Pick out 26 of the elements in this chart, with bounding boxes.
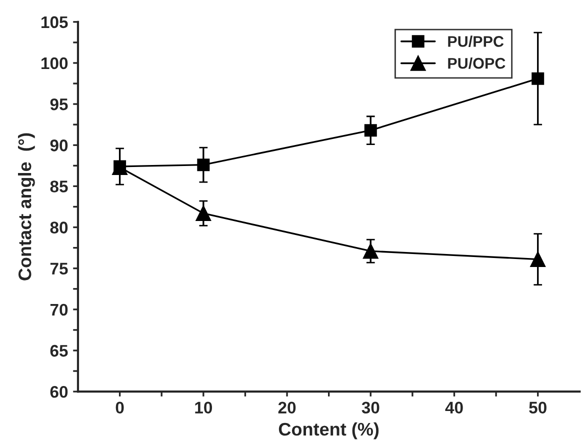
x-tick-label: 10: [195, 402, 212, 414]
y-tick-label: 75: [50, 262, 68, 275]
x-tick-label: 30: [362, 402, 380, 414]
y-tick-label: 90: [50, 140, 68, 152]
y-tick-label: 95: [50, 98, 68, 110]
x-tick-label: 40: [445, 402, 463, 414]
x-tick-label: 20: [278, 402, 296, 414]
y-tick-label: 60: [50, 386, 68, 398]
y-axis-title: Contact angle (°): [18, 133, 35, 280]
y-tick-label: 80: [50, 222, 68, 234]
y-tick-label: 100: [42, 57, 68, 70]
y-tick-label: 70: [50, 304, 68, 316]
point: [196, 206, 212, 221]
y-tick-label: 65: [50, 344, 68, 357]
x-axis-title: Content (%): [278, 422, 379, 440]
x-tick-label: 50: [529, 402, 546, 414]
legend-label: PU/OPC: [448, 58, 506, 69]
point: [364, 124, 377, 137]
y-tick-label: 105: [42, 16, 68, 28]
point: [530, 252, 546, 267]
point: [363, 243, 378, 259]
y-tick-label: 85: [50, 180, 68, 192]
point: [532, 72, 544, 85]
point: [197, 158, 210, 172]
x-tick-label: 0: [116, 402, 124, 414]
legend-label: PU/PPC: [448, 36, 504, 48]
